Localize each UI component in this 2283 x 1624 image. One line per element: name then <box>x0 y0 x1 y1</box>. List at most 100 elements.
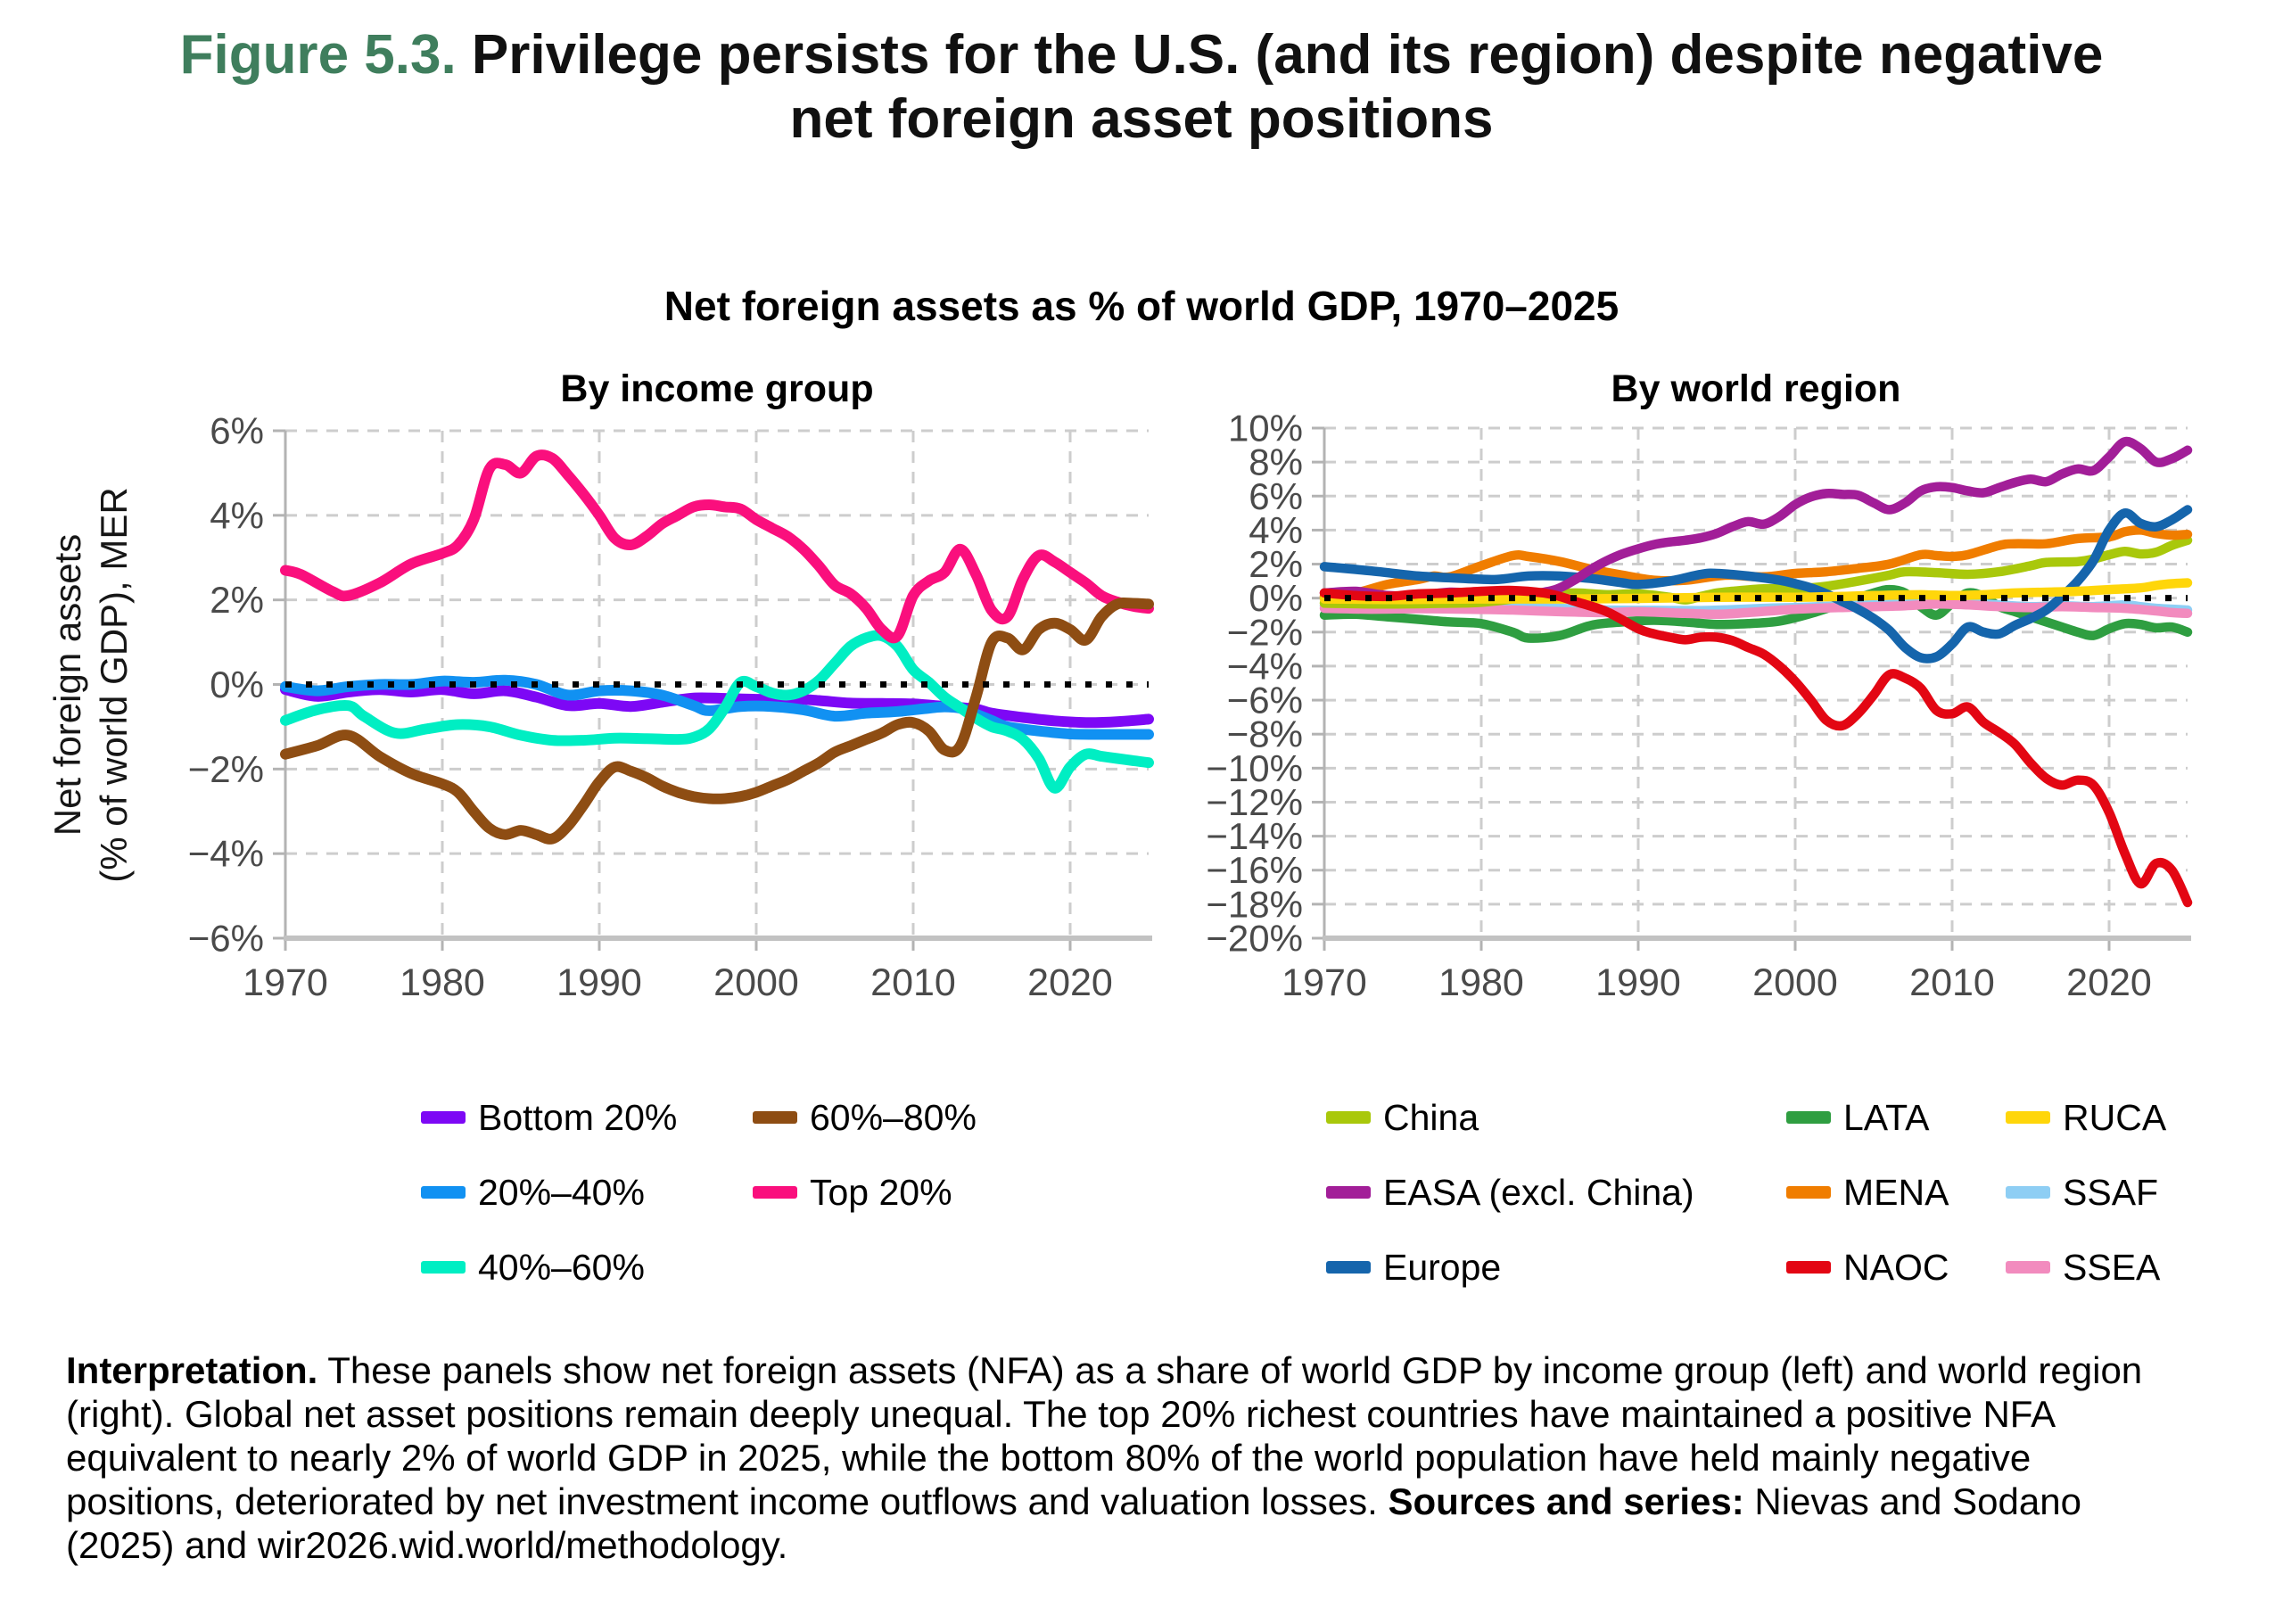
x-tick-label: 1970 <box>1282 961 1367 1004</box>
legend-swatch-top-20 <box>753 1186 797 1199</box>
legend-item-top-20: Top 20% <box>753 1170 952 1215</box>
caption-sources-label: Sources and series: <box>1388 1480 1744 1522</box>
caption: Interpretation. These panels show net fo… <box>66 1348 2153 1567</box>
figure-number: Figure 5.3. <box>179 24 457 86</box>
y-tick-label: −2% <box>188 748 264 790</box>
legend-swatch-20-40 <box>421 1186 466 1199</box>
legend-item-ssaf: SSAF <box>2006 1170 2158 1215</box>
legend-item-mena: MENA <box>1786 1170 1949 1215</box>
legend-item-easa-excl-china: EASA (excl. China) <box>1326 1170 1694 1215</box>
series-line-mena <box>1319 525 2193 602</box>
series-line-europe <box>1319 505 2193 664</box>
y-tick-label: −16% <box>1206 849 1303 891</box>
legend-swatch-lata <box>1786 1111 1831 1124</box>
chart-subtitle: Net foreign assets as % of world GDP, 19… <box>663 283 1620 329</box>
series-line-top-20 <box>280 449 1154 644</box>
figure-title: Figure 5.3. Privilege persists for the U… <box>0 23 2283 152</box>
caption-text-2: Nievas and Sodano (2025) and wir2026.wid… <box>66 1480 2081 1566</box>
legend-swatch-60-80 <box>753 1111 797 1124</box>
x-tick-label: 1980 <box>400 961 485 1004</box>
legend-label-ssea: SSEA <box>2063 1246 2161 1288</box>
series-line-ssea <box>1319 599 2193 620</box>
x-tick-label: 2010 <box>1909 961 1995 1004</box>
x-tick-label: 1970 <box>243 961 328 1004</box>
series-line-lata <box>1319 584 2193 643</box>
series-line-ruca <box>1319 578 2193 605</box>
series-group <box>1319 436 2193 908</box>
caption-interpretation-label: Interpretation. <box>66 1349 318 1391</box>
panel-title-world-region: By world region <box>1611 367 1901 410</box>
legend-item-ssea: SSEA <box>2006 1245 2160 1290</box>
legend-label-lata: LATA <box>1843 1096 1930 1138</box>
legend-label-europe: Europe <box>1383 1246 1502 1288</box>
legend-label-easa-excl-china: EASA (excl. China) <box>1383 1171 1694 1213</box>
legend-item-ruca: RUCA <box>2006 1095 2166 1140</box>
legend-label-60-80: 60%–80% <box>810 1096 977 1138</box>
series-line-easa-excl-china <box>1319 436 2193 601</box>
x-tick-label: 2010 <box>870 961 956 1004</box>
legend-swatch-ruca <box>2006 1111 2050 1124</box>
legend-label-20-40: 20%–40% <box>478 1171 645 1213</box>
legend-item-60-80: 60%–80% <box>753 1095 977 1140</box>
legend-swatch-china <box>1326 1111 1371 1124</box>
panel-title-income-group: By income group <box>560 367 874 410</box>
y-tick-label: −12% <box>1206 781 1303 823</box>
y-tick-label: 6% <box>1249 475 1303 517</box>
legend-label-top-20: Top 20% <box>810 1171 952 1213</box>
series-group <box>280 449 1154 845</box>
y-tick-label: 6% <box>210 410 264 452</box>
legend-label-ssaf: SSAF <box>2063 1171 2159 1213</box>
y-tick-label: 2% <box>210 579 264 621</box>
series-line-naoc <box>1319 585 2193 908</box>
y-tick-label: 4% <box>210 494 264 536</box>
caption-text-1: These panels show net foreign assets (NF… <box>66 1349 2143 1522</box>
x-tick-label: 1990 <box>1595 961 1681 1004</box>
title-line1-text: Privilege persists for the U.S. (and its… <box>471 24 2104 86</box>
y-tick-label: −6% <box>1227 680 1303 721</box>
y-tick-label: 10% <box>1228 408 1303 449</box>
y-tick-label: 0% <box>1249 577 1303 619</box>
x-tick-label: 1980 <box>1438 961 1524 1004</box>
legend-item-china: China <box>1326 1095 1479 1140</box>
x-tick-label: 2020 <box>1027 961 1113 1004</box>
y-tick-label: −8% <box>1227 713 1303 755</box>
y-tick-label: −10% <box>1206 747 1303 789</box>
legend-label-40-60: 40%–60% <box>478 1246 645 1288</box>
title-line1: Figure 5.3. Privilege persists for the U… <box>0 23 2283 87</box>
y-tick-label: 4% <box>1249 509 1303 551</box>
legend-label-naoc: NAOC <box>1843 1246 1949 1288</box>
y-tick-label: −2% <box>1227 611 1303 653</box>
x-tick-label: 1990 <box>556 961 642 1004</box>
legend-swatch-ssea <box>2006 1261 2050 1274</box>
legend-label-bottom-20: Bottom 20% <box>478 1096 678 1138</box>
y-tick-label: −4% <box>1227 645 1303 687</box>
y-tick-label: 2% <box>1249 543 1303 585</box>
series-line-60-80 <box>280 598 1154 845</box>
title-line2: net foreign asset positions <box>789 88 1494 150</box>
y-tick-label: −6% <box>188 918 264 960</box>
legend-label-mena: MENA <box>1843 1171 1949 1213</box>
legend-swatch-bottom-20 <box>421 1111 466 1124</box>
legend-item-naoc: NAOC <box>1786 1245 1949 1290</box>
y-tick-label: −4% <box>188 833 264 875</box>
y-tick-label: −20% <box>1206 918 1303 960</box>
x-tick-label: 2020 <box>2066 961 2152 1004</box>
legend-item-lata: LATA <box>1786 1095 1929 1140</box>
y-tick-label: −18% <box>1206 883 1303 925</box>
legend-swatch-ssaf <box>2006 1186 2050 1199</box>
x-tick-label: 2000 <box>713 961 799 1004</box>
legend-swatch-mena <box>1786 1186 1831 1199</box>
legend-swatch-easa-excl-china <box>1326 1186 1371 1199</box>
legend-swatch-naoc <box>1786 1261 1831 1274</box>
series-line-40-60 <box>280 630 1154 794</box>
legend-label-ruca: RUCA <box>2063 1096 2167 1138</box>
y-tick-label: 0% <box>210 664 264 705</box>
legend-item-europe: Europe <box>1326 1245 1501 1290</box>
legend-item-bottom-20: Bottom 20% <box>421 1095 677 1140</box>
y-tick-label: 8% <box>1249 441 1303 483</box>
x-tick-label: 2000 <box>1752 961 1838 1004</box>
y-tick-label: −14% <box>1206 815 1303 857</box>
legend-swatch-40-60 <box>421 1261 466 1274</box>
legend-item-20-40: 20%–40% <box>421 1170 645 1215</box>
